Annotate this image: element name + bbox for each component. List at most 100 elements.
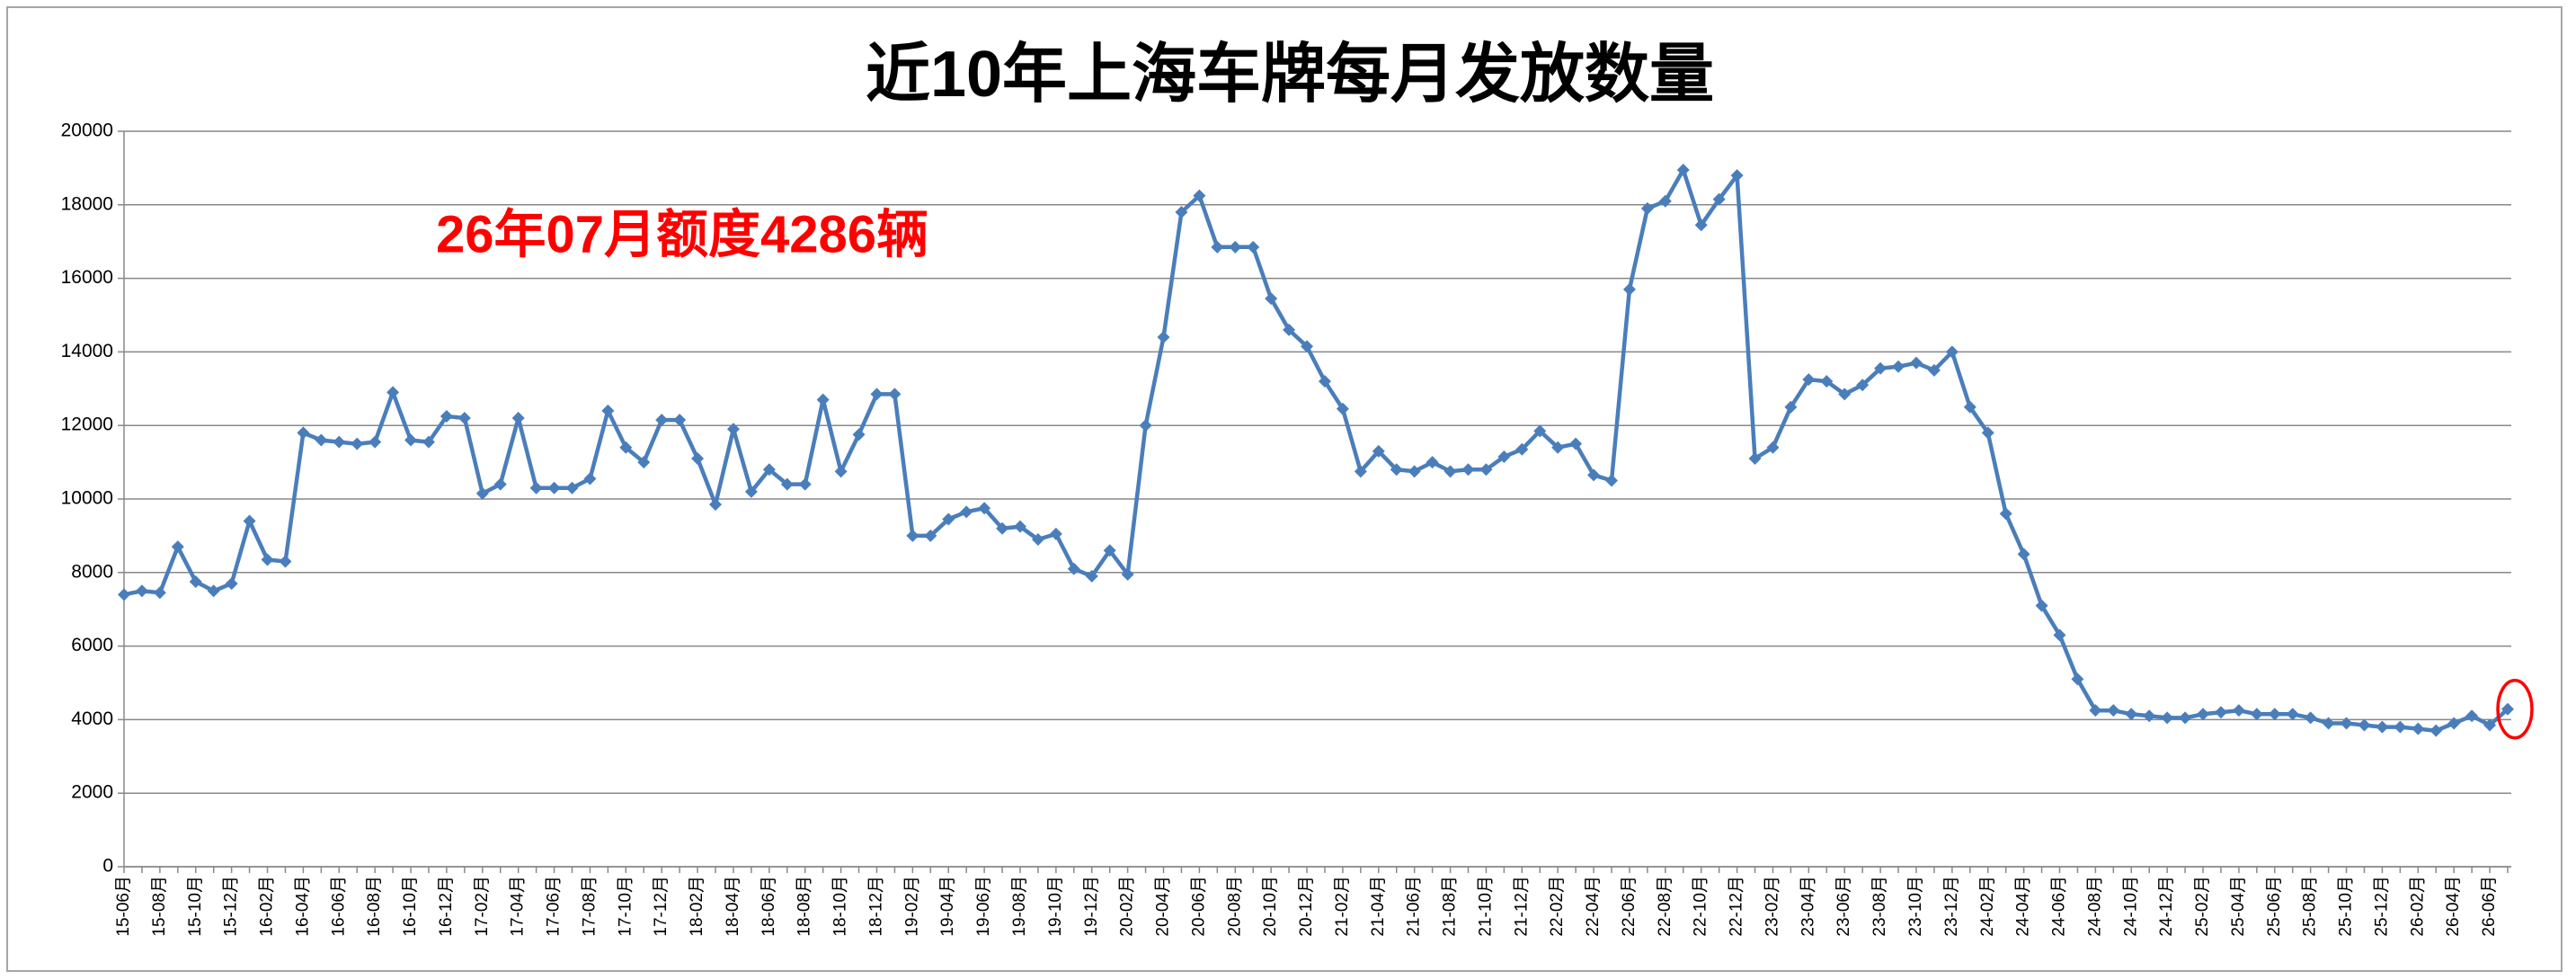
x-tick-label: 17-08月: [580, 876, 599, 937]
x-tick-label: 19-12月: [1082, 876, 1101, 937]
x-tick-label: 16-12月: [437, 876, 456, 937]
x-tick-label: 26-02月: [2408, 876, 2427, 937]
data-point: [1730, 169, 1744, 183]
x-tick-label: 18-10月: [831, 876, 850, 937]
y-tick-label: 8000: [71, 561, 113, 582]
data-point: [1658, 194, 1672, 208]
data-point: [1820, 375, 1834, 388]
x-tick-label: 26-04月: [2444, 876, 2463, 937]
data-point: [1139, 419, 1152, 432]
data-point: [1318, 375, 1331, 388]
data-point: [762, 463, 776, 477]
x-tick-label: 25-06月: [2265, 876, 2284, 937]
x-tick-label: 23-10月: [1906, 876, 1925, 937]
data-point: [2089, 704, 2102, 717]
data-point: [1193, 189, 1206, 202]
data-point: [2107, 704, 2120, 717]
data-point: [2268, 708, 2281, 721]
data-point: [1587, 468, 1601, 482]
data-point: [1981, 426, 1994, 440]
data-point: [583, 472, 597, 486]
y-tick-label: 14000: [61, 341, 113, 361]
data-point: [1640, 201, 1654, 215]
data-point: [333, 435, 346, 449]
x-tick-label: 22-10月: [1692, 876, 1710, 937]
x-tick-label: 19-04月: [938, 876, 957, 937]
data-point: [261, 553, 274, 566]
x-tick-label: 16-08月: [365, 876, 384, 937]
data-point: [1748, 452, 1762, 466]
data-point: [834, 465, 848, 478]
x-tick-label: 21-02月: [1333, 876, 1352, 937]
x-tick-label: 25-10月: [2337, 876, 2356, 937]
x-tick-label: 20-06月: [1189, 876, 1208, 937]
x-tick-label: 26-06月: [2480, 876, 2499, 937]
data-point: [1569, 437, 1583, 450]
chart-title: 近10年上海车牌每月发放数量: [866, 39, 1714, 111]
data-point: [2053, 628, 2066, 642]
data-point: [1390, 463, 1403, 477]
y-tick-label: 4000: [71, 708, 113, 729]
data-point: [780, 477, 794, 491]
data-point: [2214, 706, 2227, 719]
data-point: [1712, 192, 1726, 206]
data-point: [1121, 567, 1134, 581]
data-point: [1408, 465, 1421, 478]
data-point: [1031, 532, 1044, 546]
data-point: [547, 481, 561, 494]
data-point: [1229, 240, 1242, 254]
data-point: [1013, 520, 1026, 533]
data-point: [1676, 163, 1690, 176]
data-point: [1426, 456, 1439, 469]
data-point: [243, 514, 256, 528]
chart-frame: [6, 6, 2563, 972]
data-point: [457, 412, 471, 425]
x-tick-label: 23-06月: [1834, 876, 1853, 937]
data-point: [1856, 379, 1870, 392]
data-point: [1067, 562, 1080, 575]
data-point: [1963, 400, 1976, 414]
data-point: [1622, 282, 1636, 296]
data-point: [1784, 400, 1798, 414]
x-tick-label: 24-06月: [2050, 876, 2069, 937]
y-tick-label: 12000: [61, 414, 113, 435]
data-point: [153, 586, 166, 600]
data-point: [1802, 373, 1816, 387]
x-tick-label: 15-12月: [222, 876, 241, 937]
x-tick-label: 17-10月: [616, 876, 635, 937]
data-point: [1766, 441, 1780, 454]
x-tick-label: 23-04月: [1799, 876, 1817, 937]
y-tick-label: 0: [102, 856, 113, 877]
x-tick-label: 22-08月: [1656, 876, 1674, 937]
x-tick-label: 20-10月: [1261, 876, 1280, 937]
x-tick-label: 25-12月: [2372, 876, 2391, 937]
data-point: [816, 393, 830, 406]
data-point: [2143, 709, 2156, 723]
data-point: [1945, 345, 1959, 359]
data-point: [1838, 388, 1852, 401]
data-point: [2017, 548, 2030, 561]
data-point: [1103, 544, 1116, 557]
data-point: [511, 412, 525, 425]
data-point: [1497, 450, 1511, 463]
x-tick-label: 17-06月: [545, 876, 564, 937]
x-tick-label: 23-12月: [1942, 876, 1961, 937]
x-tick-label: 20-12月: [1297, 876, 1316, 937]
data-point: [1927, 363, 1941, 377]
data-point: [1354, 465, 1367, 478]
x-tick-label: 21-04月: [1369, 876, 1388, 937]
data-point: [2322, 717, 2335, 730]
x-tick-label: 18-02月: [688, 876, 706, 937]
x-tick-label: 15-08月: [150, 876, 169, 937]
data-point: [709, 498, 723, 512]
x-tick-label: 21-10月: [1476, 876, 1495, 937]
data-point: [279, 555, 292, 568]
data-point: [2125, 708, 2138, 721]
x-tick-label: 19-08月: [1010, 876, 1029, 937]
x-tick-label: 16-04月: [293, 876, 312, 937]
data-point: [404, 433, 418, 447]
data-point: [2501, 702, 2514, 716]
x-tick-label: 22-06月: [1620, 876, 1639, 937]
x-tick-label: 22-12月: [1728, 876, 1746, 937]
